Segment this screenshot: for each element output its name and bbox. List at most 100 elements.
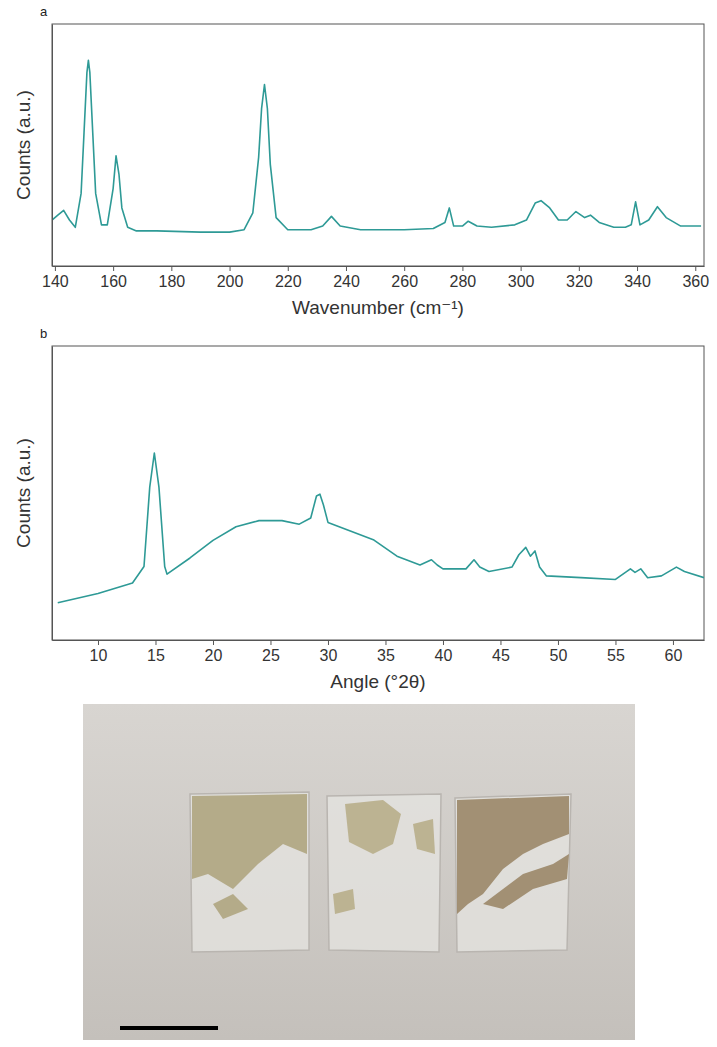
x-tick: 40: [435, 640, 453, 664]
plot-area: [58, 453, 704, 603]
x-tick: 180: [158, 266, 185, 290]
x-tick: 220: [275, 266, 302, 290]
x-tick: 20: [205, 640, 223, 664]
x-tick-label: 260: [391, 273, 418, 290]
x-tick-mark: [695, 266, 696, 271]
x-tick-label: 280: [450, 273, 477, 290]
film-patch: [345, 800, 401, 854]
x-tick-label: 220: [275, 273, 302, 290]
film-patch: [457, 796, 569, 914]
x-tick-label: 55: [607, 647, 625, 664]
x-axis: 140 160 180 200 220 240 260 280 300 320 340 360: [42, 266, 709, 290]
x-tick: 320: [566, 266, 593, 290]
x-tick-label: 320: [566, 273, 593, 290]
x-tick-mark: [288, 266, 289, 271]
x-tick-label: 140: [42, 273, 69, 290]
plot-area: [52, 60, 701, 232]
x-tick: 200: [217, 266, 244, 290]
y-axis: [52, 347, 53, 641]
x-tick-mark: [673, 640, 674, 645]
x-tick: 10: [90, 640, 108, 664]
glass-slide: [455, 794, 571, 952]
x-tick-mark: [270, 640, 271, 645]
x-tick-label: 10: [90, 647, 108, 664]
x-axis-title: Angle (°2θ): [330, 671, 425, 692]
x-tick-mark: [521, 266, 522, 271]
panel-label: b: [40, 326, 47, 341]
x-tick-label: 300: [508, 273, 535, 290]
x-tick: 360: [682, 266, 709, 290]
x-tick-mark: [500, 640, 501, 645]
glass-slide: [190, 792, 309, 952]
x-tick-label: 360: [682, 273, 709, 290]
x-tick: 260: [391, 266, 418, 290]
x-tick-mark: [55, 266, 56, 271]
x-tick-mark: [385, 640, 386, 645]
x-tick-mark: [113, 266, 114, 271]
x-tick: 50: [550, 640, 568, 664]
x-tick: 60: [665, 640, 683, 664]
x-tick: 30: [320, 640, 338, 664]
x-tick-label: 50: [550, 647, 568, 664]
x-tick-mark: [213, 640, 214, 645]
x-axis-line: [53, 266, 705, 267]
x-tick: 300: [508, 266, 535, 290]
x-axis: 10 15 20 25 30 35 40 45 50 55 60: [53, 640, 705, 664]
film-patch: [192, 794, 307, 889]
x-tick-label: 340: [624, 273, 651, 290]
film-patch: [333, 889, 355, 914]
x-tick: 280: [450, 266, 477, 290]
x-tick-label: 160: [100, 273, 127, 290]
panel: 140 160 180 200 220 240 260 280 300 320 340 360 Wave…: [13, 4, 709, 318]
x-tick-label: 20: [205, 647, 223, 664]
x-tick-mark: [443, 640, 444, 645]
photo-background: [83, 704, 635, 1040]
x-tick-mark: [404, 266, 405, 271]
spectrum-line: [52, 60, 701, 232]
x-tick-label: 180: [158, 273, 185, 290]
x-tick-label: 40: [435, 647, 453, 664]
x-tick-mark: [155, 640, 156, 645]
panel-label: a: [40, 4, 48, 19]
figure: 140 160 180 200 220 240 260 280 300 320 340 360 Wave…: [0, 0, 717, 1047]
x-axis-title: Wavenumber (cm⁻¹): [292, 297, 464, 318]
y-axis-line: [52, 347, 53, 641]
plot-frame: [52, 346, 704, 640]
photo: [83, 704, 635, 1040]
x-tick-mark: [171, 266, 172, 271]
x-tick: 55: [607, 640, 625, 664]
x-tick: 340: [624, 266, 651, 290]
x-tick-mark: [558, 640, 559, 645]
x-tick-mark: [98, 640, 99, 645]
x-axis-line: [53, 640, 705, 641]
x-tick-mark: [615, 640, 616, 645]
x-tick: 140: [42, 266, 69, 290]
x-tick: 160: [100, 266, 127, 290]
x-tick-label: 200: [217, 273, 244, 290]
x-tick-label: 240: [333, 273, 360, 290]
x-tick-mark: [230, 266, 231, 271]
spectrum-line: [58, 453, 704, 603]
x-tick-mark: [637, 266, 638, 271]
x-tick-label: 60: [665, 647, 683, 664]
x-tick-label: 35: [377, 647, 395, 664]
y-axis-line: [52, 25, 53, 267]
x-tick-mark: [346, 266, 347, 271]
x-tick: 240: [333, 266, 360, 290]
x-tick: 25: [262, 640, 280, 664]
plot-frame: [52, 24, 704, 266]
x-tick: 45: [492, 640, 510, 664]
x-tick-mark: [328, 640, 329, 645]
x-tick-mark: [579, 266, 580, 271]
film-patch: [413, 819, 435, 854]
scale-bar: [120, 1026, 218, 1030]
x-tick-label: 15: [147, 647, 165, 664]
y-axis: [52, 25, 53, 267]
film-patch: [483, 854, 569, 909]
glass-slide: [327, 794, 441, 952]
x-tick: 15: [147, 640, 165, 664]
film-patch: [213, 894, 248, 919]
panel: 1015202530354045505560Angle (°2θ)Counts …: [13, 326, 705, 692]
y-axis-title: Counts (a.u.): [13, 90, 34, 200]
x-tick-mark: [462, 266, 463, 271]
